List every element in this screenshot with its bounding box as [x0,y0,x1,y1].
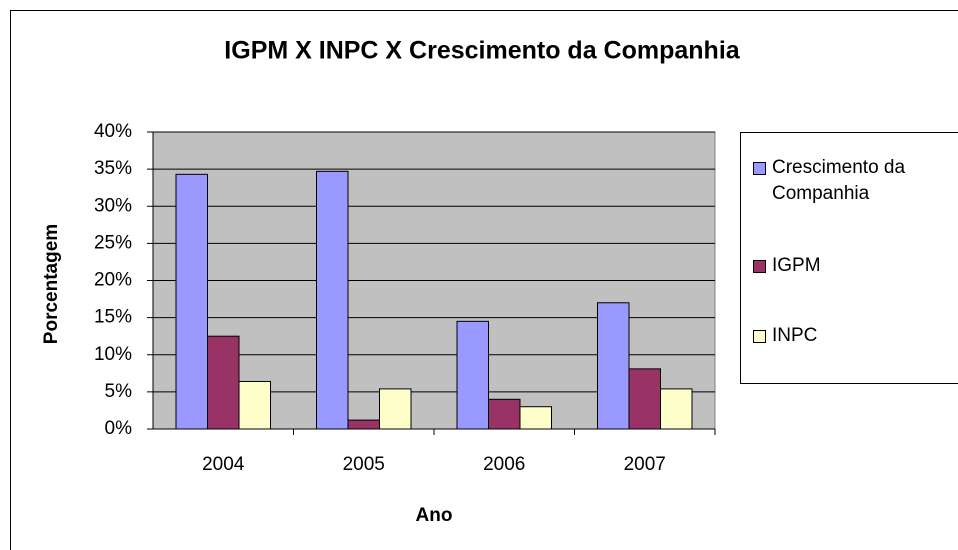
bar [207,335,240,430]
legend-swatch [753,330,766,343]
y-tick-label: 25% [94,232,132,253]
bar [628,368,661,430]
legend-label: IGPM [772,255,821,276]
y-tick-label: 0% [105,418,133,439]
bar [660,388,693,430]
legend-entry: Crescimento da Companhia [753,155,958,207]
chart-title: IGPM X INPC X Crescimento da Companhia [224,37,740,65]
y-tick-label: 20% [94,270,132,291]
y-tick-label: 5% [105,381,133,402]
y-tick-label: 40% [94,121,132,142]
bar [488,398,521,430]
bar [597,302,630,430]
y-tick-label: 10% [94,344,132,365]
legend-swatch [753,260,766,273]
x-tick-label: 2004 [202,454,245,475]
legend: Crescimento da Companhia IGPM INPC [740,132,958,384]
bar [175,173,208,430]
legend-swatch [753,162,766,175]
y-tick-label: 30% [94,195,132,216]
legend-label: INPC [772,325,818,346]
bar [379,388,412,430]
y-axis-label: Porcentagem [41,224,62,344]
bar [347,419,380,430]
bar [316,170,349,430]
bar [238,380,271,430]
y-tick-label: 35% [94,158,132,179]
x-tick-label: 2006 [483,454,525,475]
x-tick-label: 2007 [624,454,666,475]
bar [519,406,552,430]
x-tick-label: 2005 [343,454,385,475]
y-tick-label: 15% [94,307,132,328]
legend-entry: INPC [753,323,958,349]
bar [456,320,489,430]
legend-label: Crescimento da Companhia [772,157,906,204]
x-axis-label: Ano [416,505,453,526]
legend-entry: IGPM [753,253,958,279]
